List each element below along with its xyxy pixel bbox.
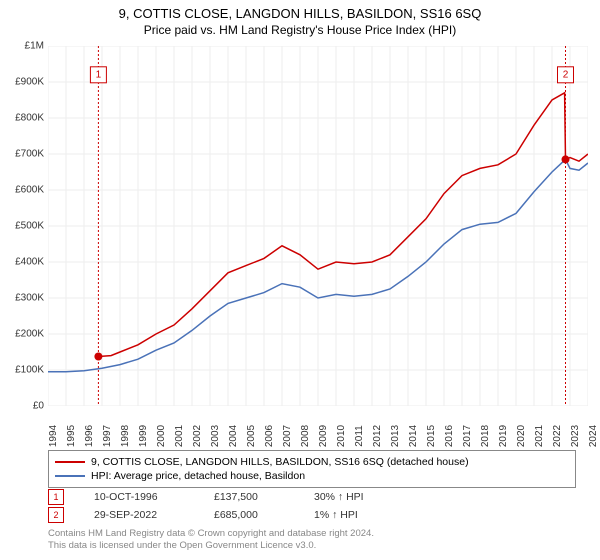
x-label: 2013 <box>390 425 401 447</box>
chart-title: 9, COTTIS CLOSE, LANGDON HILLS, BASILDON… <box>0 0 600 21</box>
x-label: 2014 <box>408 425 419 447</box>
x-axis-labels: 1994 1995 1996 1997 1998 1999 2000 2001 2002 2003… <box>48 408 588 448</box>
x-label: 1999 <box>138 425 149 447</box>
svg-text:2: 2 <box>563 69 569 80</box>
chart-svg: 12 <box>48 46 588 406</box>
x-label: 2019 <box>498 425 509 447</box>
x-label: 2021 <box>534 425 545 447</box>
footnote-line2: This data is licensed under the Open Gov… <box>48 540 374 552</box>
x-label: 2009 <box>318 425 329 447</box>
x-label: 2007 <box>282 425 293 447</box>
x-label: 1998 <box>120 425 131 447</box>
chart-subtitle: Price paid vs. HM Land Registry's House … <box>0 21 600 37</box>
event-hpi-0: 30% ↑ HPI <box>314 491 414 503</box>
event-badge-1: 2 <box>48 507 64 523</box>
y-label: £0 <box>4 401 44 412</box>
x-label: 2024 <box>588 425 599 447</box>
event-price-1: £685,000 <box>214 509 314 521</box>
event-date-0: 10-OCT-1996 <box>94 491 214 503</box>
footnote: Contains HM Land Registry data © Crown c… <box>48 528 374 553</box>
legend-label-0: 9, COTTIS CLOSE, LANGDON HILLS, BASILDON… <box>91 456 469 468</box>
legend-row-1: HPI: Average price, detached house, Basi… <box>55 469 569 483</box>
x-label: 2012 <box>372 425 383 447</box>
legend-box: 9, COTTIS CLOSE, LANGDON HILLS, BASILDON… <box>48 450 576 488</box>
x-label: 2002 <box>192 425 203 447</box>
event-list: 1 10-OCT-1996 £137,500 30% ↑ HPI 2 29-SE… <box>48 488 414 524</box>
event-num-0: 1 <box>53 492 58 502</box>
chart-area: 12 <box>48 46 588 406</box>
y-label: £300K <box>4 293 44 304</box>
x-label: 1996 <box>84 425 95 447</box>
y-label: £400K <box>4 257 44 268</box>
x-label: 2016 <box>444 425 455 447</box>
event-badge-0: 1 <box>48 489 64 505</box>
legend-row-0: 9, COTTIS CLOSE, LANGDON HILLS, BASILDON… <box>55 455 569 469</box>
x-label: 2008 <box>300 425 311 447</box>
x-label: 2022 <box>552 425 563 447</box>
x-label: 2000 <box>156 425 167 447</box>
legend-label-1: HPI: Average price, detached house, Basi… <box>91 470 305 482</box>
event-row-1: 2 29-SEP-2022 £685,000 1% ↑ HPI <box>48 506 414 524</box>
x-label: 2020 <box>516 425 527 447</box>
x-label: 2006 <box>264 425 275 447</box>
event-hpi-1: 1% ↑ HPI <box>314 509 414 521</box>
x-label: 2017 <box>462 425 473 447</box>
y-label: £900K <box>4 77 44 88</box>
x-label: 2015 <box>426 425 437 447</box>
x-label: 2010 <box>336 425 347 447</box>
x-label: 1994 <box>48 425 59 447</box>
y-label: £100K <box>4 365 44 376</box>
footnote-line1: Contains HM Land Registry data © Crown c… <box>48 528 374 540</box>
x-label: 2005 <box>246 425 257 447</box>
event-num-1: 2 <box>53 510 58 520</box>
chart-container: 9, COTTIS CLOSE, LANGDON HILLS, BASILDON… <box>0 0 600 560</box>
event-row-0: 1 10-OCT-1996 £137,500 30% ↑ HPI <box>48 488 414 506</box>
y-label: £600K <box>4 185 44 196</box>
y-label: £700K <box>4 149 44 160</box>
y-label: £200K <box>4 329 44 340</box>
x-label: 2003 <box>210 425 221 447</box>
y-label: £500K <box>4 221 44 232</box>
y-label: £1M <box>4 41 44 52</box>
x-label: 2011 <box>354 425 365 447</box>
x-label: 2001 <box>174 425 185 447</box>
x-label: 2018 <box>480 425 491 447</box>
x-label: 1997 <box>102 425 113 447</box>
event-date-1: 29-SEP-2022 <box>94 509 214 521</box>
legend-swatch-0 <box>55 461 85 463</box>
x-label: 2023 <box>570 425 581 447</box>
event-price-0: £137,500 <box>214 491 314 503</box>
x-label: 2004 <box>228 425 239 447</box>
legend-swatch-1 <box>55 475 85 477</box>
x-label: 1995 <box>66 425 77 447</box>
svg-text:1: 1 <box>96 69 102 80</box>
y-label: £800K <box>4 113 44 124</box>
